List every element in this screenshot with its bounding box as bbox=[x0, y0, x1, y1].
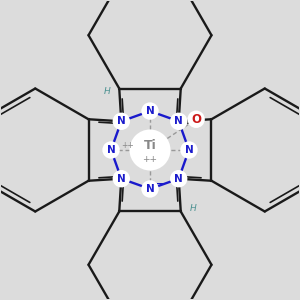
Text: N: N bbox=[184, 145, 193, 155]
Text: ++: ++ bbox=[121, 141, 134, 150]
Text: N: N bbox=[107, 145, 116, 155]
Circle shape bbox=[130, 130, 170, 170]
Text: N: N bbox=[117, 116, 126, 126]
Circle shape bbox=[141, 102, 159, 120]
Text: N: N bbox=[174, 116, 183, 126]
Circle shape bbox=[180, 141, 198, 159]
Circle shape bbox=[102, 141, 120, 159]
Text: Ti: Ti bbox=[144, 140, 156, 152]
Text: N: N bbox=[146, 184, 154, 194]
Text: N: N bbox=[174, 174, 183, 184]
Text: O: O bbox=[191, 113, 201, 126]
Text: H: H bbox=[190, 204, 196, 213]
Text: N: N bbox=[117, 174, 126, 184]
Text: N: N bbox=[146, 106, 154, 116]
Circle shape bbox=[141, 180, 159, 198]
Circle shape bbox=[170, 170, 188, 188]
Text: H: H bbox=[103, 87, 110, 96]
Circle shape bbox=[112, 170, 130, 188]
Text: ++: ++ bbox=[142, 155, 158, 164]
Circle shape bbox=[112, 112, 130, 130]
Circle shape bbox=[188, 110, 205, 128]
Text: −: − bbox=[156, 179, 164, 189]
Circle shape bbox=[170, 112, 188, 130]
